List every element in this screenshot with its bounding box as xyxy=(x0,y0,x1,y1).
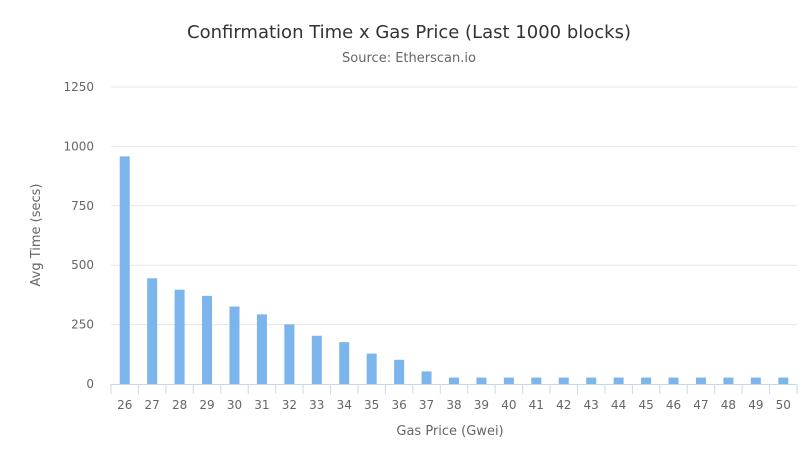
bar-44[interactable] xyxy=(613,377,624,384)
y-axis: 0 250 500 750 1000 1250 xyxy=(63,80,94,391)
bar-26[interactable] xyxy=(119,156,130,384)
bar-46[interactable] xyxy=(668,377,679,384)
bar-43[interactable] xyxy=(586,377,597,384)
bar-47[interactable] xyxy=(695,377,706,384)
x-tick-label: 47 xyxy=(693,398,708,412)
bar-49[interactable] xyxy=(750,377,761,384)
chart-title: Confirmation Time x Gas Price (Last 1000… xyxy=(187,22,631,43)
bar-35[interactable] xyxy=(366,353,377,384)
x-tick-label: 26 xyxy=(117,398,132,412)
x-tick-label: 28 xyxy=(172,398,187,412)
bars xyxy=(119,156,789,384)
bar-42[interactable] xyxy=(558,377,569,384)
bar-45[interactable] xyxy=(641,377,652,384)
x-tick-label: 48 xyxy=(721,398,736,412)
x-tick-label: 30 xyxy=(227,398,242,412)
bar-37[interactable] xyxy=(421,371,432,384)
bar-32[interactable] xyxy=(284,324,295,384)
x-tick-label: 38 xyxy=(446,398,461,412)
bar-27[interactable] xyxy=(147,278,158,384)
x-tick-label: 32 xyxy=(282,398,297,412)
bar-50[interactable] xyxy=(778,377,789,384)
x-tick-label: 33 xyxy=(309,398,324,412)
y-tick-label: 750 xyxy=(71,199,94,213)
x-tick-label: 27 xyxy=(145,398,160,412)
y-axis-title: Avg Time (secs) xyxy=(29,184,44,287)
bar-31[interactable] xyxy=(256,314,267,384)
x-tick-label: 29 xyxy=(199,398,214,412)
x-tick-label: 40 xyxy=(501,398,516,412)
bar-41[interactable] xyxy=(531,377,542,384)
bar-36[interactable] xyxy=(394,359,405,384)
x-tick-label: 37 xyxy=(419,398,434,412)
y-tick-label: 250 xyxy=(71,318,94,332)
bar-40[interactable] xyxy=(503,377,514,384)
x-tick-label: 41 xyxy=(529,398,544,412)
x-tick-label: 45 xyxy=(638,398,653,412)
x-tick-label: 34 xyxy=(337,398,352,412)
x-axis-title: Gas Price (Gwei) xyxy=(396,424,503,439)
y-tick-label: 0 xyxy=(86,377,94,391)
x-tick-label: 46 xyxy=(666,398,681,412)
bar-34[interactable] xyxy=(339,342,350,384)
gridlines xyxy=(111,86,797,326)
bar-28[interactable] xyxy=(174,289,185,384)
bar-48[interactable] xyxy=(723,377,734,384)
x-tick-label: 31 xyxy=(254,398,269,412)
x-tick-label: 44 xyxy=(611,398,626,412)
bar-30[interactable] xyxy=(229,306,240,384)
bar-33[interactable] xyxy=(311,335,322,384)
bar-38[interactable] xyxy=(449,377,459,384)
x-tick-label: 35 xyxy=(364,398,379,412)
y-tick-label: 1250 xyxy=(63,80,94,94)
chart-subtitle: Source: Etherscan.io xyxy=(342,51,476,66)
x-tick-label: 42 xyxy=(556,398,571,412)
y-tick-label: 1000 xyxy=(63,139,94,153)
x-tick-label: 36 xyxy=(391,398,406,412)
bar-39[interactable] xyxy=(476,377,487,384)
y-tick-label: 500 xyxy=(71,258,94,272)
x-tick-label: 39 xyxy=(474,398,489,412)
x-axis: 26 27 28 29 30 31 32 33 34 35 36 37 38 39 40 41 42 43 44 45… xyxy=(110,384,798,412)
x-tick-label: 50 xyxy=(776,398,791,412)
x-tick-label: 49 xyxy=(748,398,763,412)
x-tick-label: 43 xyxy=(584,398,599,412)
bar-29[interactable] xyxy=(202,295,213,384)
